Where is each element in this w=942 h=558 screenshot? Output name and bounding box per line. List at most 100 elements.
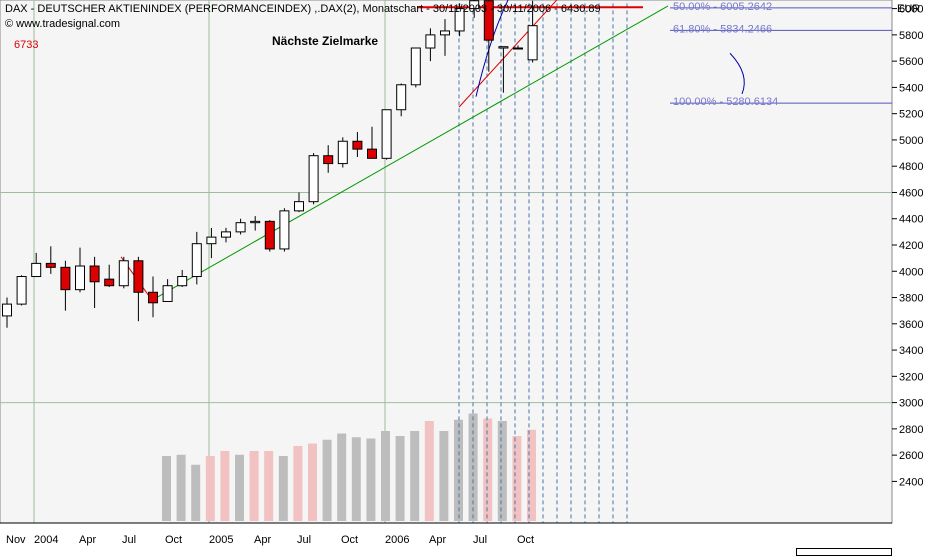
candlesticks [2, 0, 538, 328]
candle-body [16, 276, 27, 305]
candle-body [75, 265, 85, 291]
volume-bar [512, 436, 522, 521]
volume-bar [410, 431, 420, 521]
candle-body [162, 285, 173, 302]
source-label: © www.tradesignal.com [5, 18, 121, 30]
projection-arc [475, 0, 509, 97]
y-tick-label: 5400 [899, 82, 923, 94]
y-tick-label: 3200 [899, 371, 923, 383]
volume-bar [483, 418, 493, 521]
candle-body [206, 236, 217, 245]
candle-body [294, 201, 304, 212]
volume-bar [454, 419, 463, 521]
support-trend-line [151, 5, 669, 301]
candle-body [483, 0, 494, 41]
x-tick-label: Nov [6, 534, 26, 546]
volume-bar [366, 438, 376, 521]
currency-label: EUR [897, 3, 921, 15]
y-tick-label: 3600 [899, 319, 923, 331]
volume-bar [176, 454, 186, 521]
candle-body [250, 220, 261, 224]
x-tick-label: 2004 [34, 534, 58, 546]
x-tick-label: 2006 [385, 534, 409, 546]
horizontal-scrollbar[interactable] [796, 548, 892, 556]
candle-body [177, 276, 188, 287]
candle-body [221, 231, 231, 238]
volume-bar [351, 437, 361, 521]
y-tick-label: 3400 [899, 345, 923, 357]
candle-body [454, 8, 465, 32]
candle-body [89, 265, 100, 283]
y-tick-label: 4000 [899, 266, 923, 278]
volume-bar [395, 436, 405, 521]
x-tick-label: 2005 [209, 534, 233, 546]
x-tick-label: Apr [429, 534, 446, 546]
volume-bar [322, 439, 332, 521]
volume-bar [220, 451, 230, 521]
candle-body [118, 260, 129, 287]
candle-body [396, 84, 407, 111]
x-tick-label: Oct [165, 534, 182, 546]
y-tick-label: 5200 [899, 109, 923, 121]
chart-title: DAX - DEUTSCHER AKTIENINDEX (PERFORMANCE… [5, 3, 601, 15]
candle-body [381, 109, 392, 159]
volume-bars [162, 413, 536, 521]
fibonacci-labels: 0.00% - 6729.91538.20% - 6176.281850.00%… [670, 1, 892, 108]
y-axis: 2400 2600 2800 3000 3200 3400 3600 3800 4000 4200… [892, 4, 923, 488]
x-tick-label: Jul [122, 534, 136, 546]
volume-bar [293, 446, 303, 521]
candle-body [513, 47, 523, 50]
y-tick-label: 5000 [899, 135, 923, 147]
y-tick-label: 3000 [899, 398, 923, 410]
candle-body [498, 46, 509, 49]
volume-bar [527, 429, 536, 521]
candle-body [264, 220, 275, 250]
projection-arc-lower [729, 52, 745, 95]
y-tick-label: 4400 [899, 214, 923, 226]
volume-bar [205, 456, 215, 521]
volume-bar [278, 456, 288, 521]
fibonacci-level-label-3: 61.80% - 5834.2466 [673, 23, 772, 35]
candle-body [527, 25, 538, 61]
candle-body [133, 260, 144, 293]
volume-bar [249, 451, 259, 521]
volume-bar [497, 421, 507, 521]
candle-body [308, 155, 319, 203]
fibonacci-level-label-2: 50.00% - 6005.2642 [673, 1, 772, 13]
candle-body [337, 140, 348, 165]
candle-body [2, 303, 12, 317]
y-tick-label: 6000 [899, 4, 923, 16]
y-tick-label: 4800 [899, 161, 923, 173]
candle-body [352, 140, 363, 150]
candle-body [31, 262, 42, 278]
x-tick-label: Jul [473, 534, 487, 546]
volume-bar [308, 443, 317, 521]
candle-body [60, 266, 71, 291]
x-axis: Nov 2004 Apr Jul Oct 2005 Apr Jul Oct 2006 Apr Jul O… [0, 522, 892, 546]
candle-body [469, 0, 480, 10]
volume-bar [439, 431, 449, 521]
candle-body [104, 278, 115, 287]
candle-body [191, 243, 202, 278]
candle-body [45, 262, 56, 268]
y-tick-label: 5600 [899, 56, 923, 68]
y-tick-label: 4600 [899, 187, 923, 199]
volume-bar [337, 433, 347, 521]
volume-bar [235, 454, 244, 521]
candle-body [279, 210, 290, 250]
candle-body [440, 30, 450, 36]
volume-bar [264, 451, 274, 521]
y-tick-label: 2800 [899, 424, 923, 436]
target-level-label: 6733 [14, 39, 39, 51]
x-tick-label: Apr [254, 534, 271, 546]
y-tick-label: 4200 [899, 240, 923, 252]
volume-bar [191, 464, 201, 521]
y-tick-label: 3800 [899, 293, 923, 305]
candle-body [367, 148, 377, 159]
volume-bar [381, 431, 390, 521]
volume-bar [424, 421, 434, 521]
candle-body [148, 291, 158, 304]
volume-bar [162, 456, 171, 521]
fibonacci-level-label-4: 100.00% - 5280.6134 [673, 96, 778, 108]
